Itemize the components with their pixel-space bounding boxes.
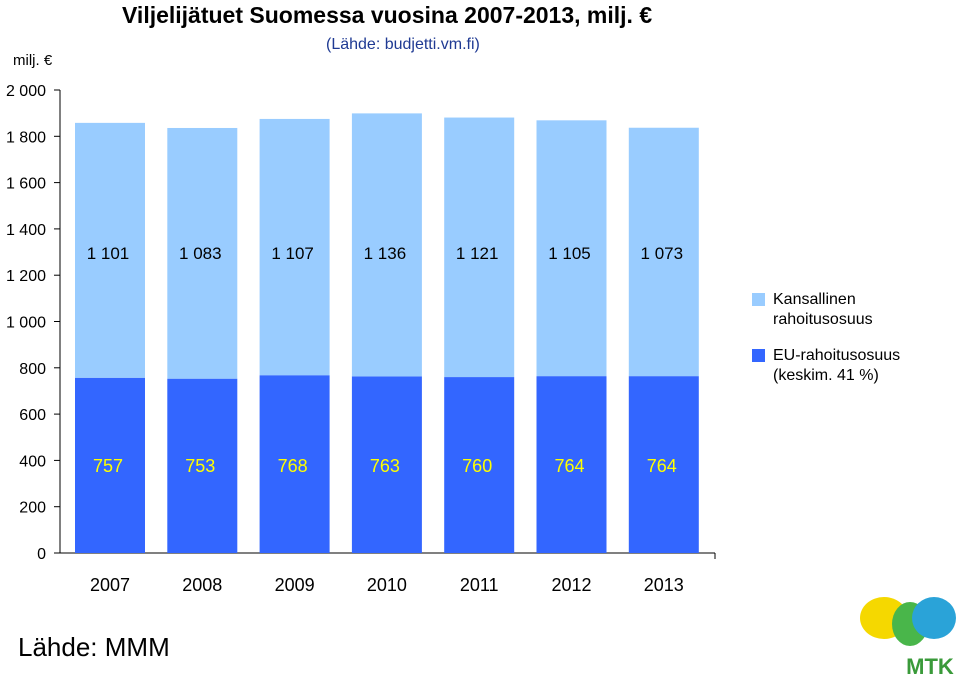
logo-text: MTK <box>906 654 954 679</box>
mtk-logo: MTK <box>860 597 956 679</box>
y-tick-label: 200 <box>19 500 46 517</box>
data-label-eu-2008: 753 <box>185 456 215 476</box>
x-tick-label-2012: 2012 <box>551 575 591 595</box>
x-tick-label-2009: 2009 <box>275 575 315 595</box>
x-tick-label-2011: 2011 <box>460 575 499 595</box>
legend-label-eu: EU-rahoitusosuus (keskim. 41 %) <box>773 347 901 384</box>
data-label-eu-2007: 757 <box>93 456 123 476</box>
chart-subtitle: (Lähde: budjetti.vm.fi) <box>326 36 480 53</box>
chart-title: Viljelijätuet Suomessa vuosina 2007-2013… <box>122 2 653 28</box>
bar-national-2013 <box>628 127 699 377</box>
data-label-national-2008: 1 083 <box>179 244 222 263</box>
bar-national-2012 <box>536 120 607 377</box>
legend-swatch-national <box>752 293 765 306</box>
logo-blue-shape <box>912 597 956 639</box>
y-tick-label: 400 <box>19 453 46 470</box>
y-tick-label: 800 <box>19 361 46 378</box>
y-tick-label: 1 200 <box>6 268 46 285</box>
x-tick-label-2007: 2007 <box>90 575 130 595</box>
bar-eu-2007 <box>75 377 145 553</box>
legend-item-national: Kansallinen rahoitusosuus <box>752 290 923 330</box>
bar-eu-2011 <box>444 377 515 553</box>
bar-national-2011 <box>444 117 515 378</box>
y-tick-label: 1 000 <box>6 315 46 332</box>
data-label-national-2012: 1 105 <box>548 244 591 263</box>
data-label-eu-2012: 764 <box>554 456 584 476</box>
bar-eu-2012 <box>536 376 607 553</box>
bar-eu-2009 <box>259 375 330 553</box>
data-label-national-2011: 1 121 <box>456 244 499 263</box>
bar-eu-2010 <box>351 376 422 553</box>
y-tick-label: 1 600 <box>6 176 46 193</box>
y-tick-label: 1 400 <box>6 222 46 239</box>
data-label-national-2009: 1 107 <box>271 244 314 263</box>
legend-item-eu: EU-rahoitusosuus (keskim. 41 %) <box>752 346 923 386</box>
legend: Kansallinen rahoitusosuus EU-rahoitusosu… <box>752 290 923 402</box>
x-tick-label-2010: 2010 <box>367 575 407 595</box>
y-tick-label: 1 800 <box>6 129 46 146</box>
y-tick-label: 0 <box>37 546 46 563</box>
data-label-eu-2010: 763 <box>370 456 400 476</box>
data-label-national-2013: 1 073 <box>641 244 684 263</box>
data-label-eu-2013: 764 <box>647 456 677 476</box>
legend-label-national: Kansallinen rahoitusosuus <box>773 291 873 328</box>
x-tick-label-2013: 2013 <box>644 575 684 595</box>
y-tick-label: 2 000 <box>6 83 46 100</box>
bar-national-2008 <box>167 127 238 379</box>
x-tick-label-2008: 2008 <box>182 575 222 595</box>
bar-eu-2008 <box>167 378 238 553</box>
source-note: Lähde: MMM <box>18 632 170 662</box>
stacked-bar-chart: 0 200 400 600 800 1 000 1 200 1 400 1 600 1 800 2 … <box>6 83 716 595</box>
legend-swatch-eu <box>752 349 765 362</box>
data-label-eu-2011: 760 <box>462 456 492 476</box>
bar-eu-2013 <box>628 376 699 553</box>
data-label-national-2007: 1 101 <box>87 244 130 263</box>
y-tick-label: 600 <box>19 407 46 424</box>
bar-national-2010 <box>351 113 422 377</box>
bar-national-2009 <box>259 118 330 376</box>
y-axis-unit: milj. € <box>13 52 53 69</box>
bar-national-2007 <box>75 122 145 378</box>
data-label-eu-2009: 768 <box>278 456 308 476</box>
data-label-national-2010: 1 136 <box>364 244 407 263</box>
